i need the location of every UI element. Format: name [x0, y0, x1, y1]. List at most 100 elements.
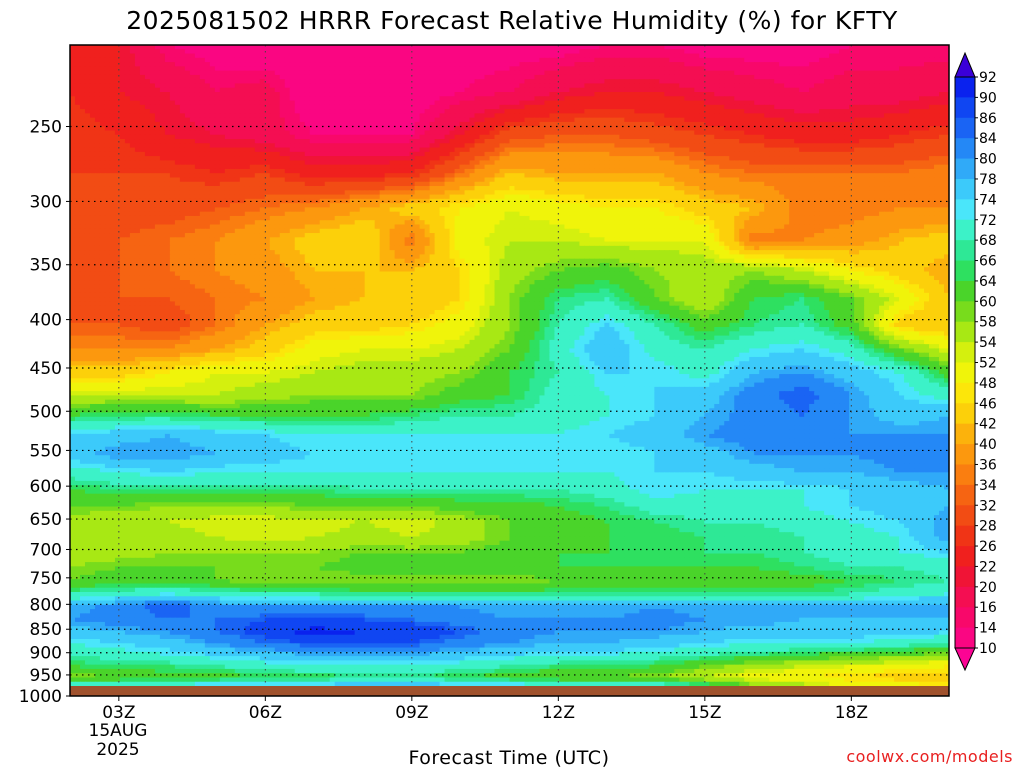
humidity-cell: [185, 152, 191, 157]
humidity-cell: [699, 58, 705, 63]
humidity-cell: [699, 139, 705, 144]
humidity-cell: [440, 79, 446, 84]
humidity-cell: [629, 83, 635, 88]
humidity-cell: [604, 92, 610, 97]
humidity-cell: [335, 109, 341, 114]
humidity-cell: [934, 79, 940, 84]
humidity-cell: [849, 118, 855, 123]
humidity-cell: [200, 83, 206, 88]
humidity-cell: [270, 160, 276, 165]
humidity-cell: [644, 135, 650, 140]
humidity-cell: [310, 54, 316, 59]
humidity-cell: [160, 75, 166, 80]
humidity-cell: [480, 152, 486, 157]
humidity-cell: [689, 118, 695, 123]
humidity-cell: [245, 54, 251, 59]
humidity-cell: [465, 66, 471, 71]
humidity-cell: [485, 79, 491, 84]
humidity-cell: [90, 130, 96, 135]
humidity-cell: [524, 139, 530, 144]
humidity-cell: [869, 118, 875, 123]
humidity-cell: [819, 79, 825, 84]
humidity-cell: [145, 66, 151, 71]
humidity-cell: [350, 66, 356, 71]
humidity-cell: [609, 156, 615, 161]
humidity-cell: [480, 92, 486, 97]
humidity-cell: [480, 71, 486, 76]
humidity-cell: [894, 130, 900, 135]
humidity-cell: [110, 96, 116, 101]
humidity-cell: [260, 148, 266, 153]
humidity-cell: [390, 156, 396, 161]
humidity-cell: [135, 96, 141, 101]
humidity-cell: [70, 75, 76, 80]
humidity-cell: [829, 71, 835, 76]
humidity-cell: [889, 105, 895, 110]
humidity-cell: [919, 101, 925, 106]
humidity-cell: [599, 71, 605, 76]
humidity-cell: [95, 62, 101, 67]
humidity-cell: [250, 143, 256, 148]
humidity-cell: [145, 156, 151, 161]
humidity-cell: [300, 105, 306, 110]
humidity-cell: [135, 54, 141, 59]
humidity-cell: [385, 83, 391, 88]
humidity-cell: [559, 83, 565, 88]
humidity-cell: [799, 75, 805, 80]
humidity-cell: [574, 109, 580, 114]
humidity-cell: [340, 160, 346, 165]
humidity-cell: [824, 58, 830, 63]
humidity-cell: [85, 62, 91, 67]
humidity-cell: [85, 58, 91, 63]
humidity-cell: [315, 54, 321, 59]
humidity-cell: [844, 160, 850, 165]
humidity-cell: [445, 66, 451, 71]
humidity-cell: [385, 75, 391, 80]
humidity-cell: [759, 83, 765, 88]
humidity-cell: [160, 139, 166, 144]
humidity-cell: [465, 88, 471, 93]
humidity-cell: [844, 135, 850, 140]
humidity-cell: [854, 152, 860, 157]
humidity-cell: [130, 143, 136, 148]
humidity-cell: [769, 152, 775, 157]
humidity-cell: [904, 66, 910, 71]
humidity-cell: [574, 105, 580, 110]
humidity-cell: [510, 62, 516, 67]
humidity-cell: [719, 156, 725, 161]
humidity-cell: [210, 58, 216, 63]
humidity-cell: [330, 105, 336, 110]
humidity-cell: [854, 79, 860, 84]
humidity-cell: [155, 135, 161, 140]
humidity-cell: [859, 66, 865, 71]
humidity-cell: [809, 122, 815, 127]
humidity-cell: [305, 126, 311, 131]
humidity-cell: [70, 101, 76, 106]
humidity-cell: [195, 143, 201, 148]
humidity-cell: [879, 118, 885, 123]
humidity-cell: [589, 62, 595, 67]
humidity-cell: [305, 71, 311, 76]
humidity-cell: [774, 54, 780, 59]
humidity-cell: [335, 66, 341, 71]
humidity-cell: [559, 88, 565, 93]
humidity-cell: [105, 139, 111, 144]
humidity-cell: [914, 143, 920, 148]
humidity-cell: [315, 88, 321, 93]
humidity-cell: [704, 62, 710, 67]
humidity-cell: [215, 139, 221, 144]
humidity-cell: [70, 113, 76, 118]
humidity-cell: [729, 88, 735, 93]
humidity-cell: [120, 79, 126, 84]
humidity-cell: [85, 105, 91, 110]
humidity-cell: [884, 105, 890, 110]
humidity-cell: [135, 130, 141, 135]
humidity-cell: [779, 130, 785, 135]
humidity-cell: [829, 83, 835, 88]
humidity-cell: [240, 92, 246, 97]
humidity-cell: [225, 58, 231, 63]
humidity-cell: [644, 66, 650, 71]
humidity-cell: [864, 62, 870, 67]
humidity-cell: [834, 160, 840, 165]
humidity-cell: [80, 113, 86, 118]
